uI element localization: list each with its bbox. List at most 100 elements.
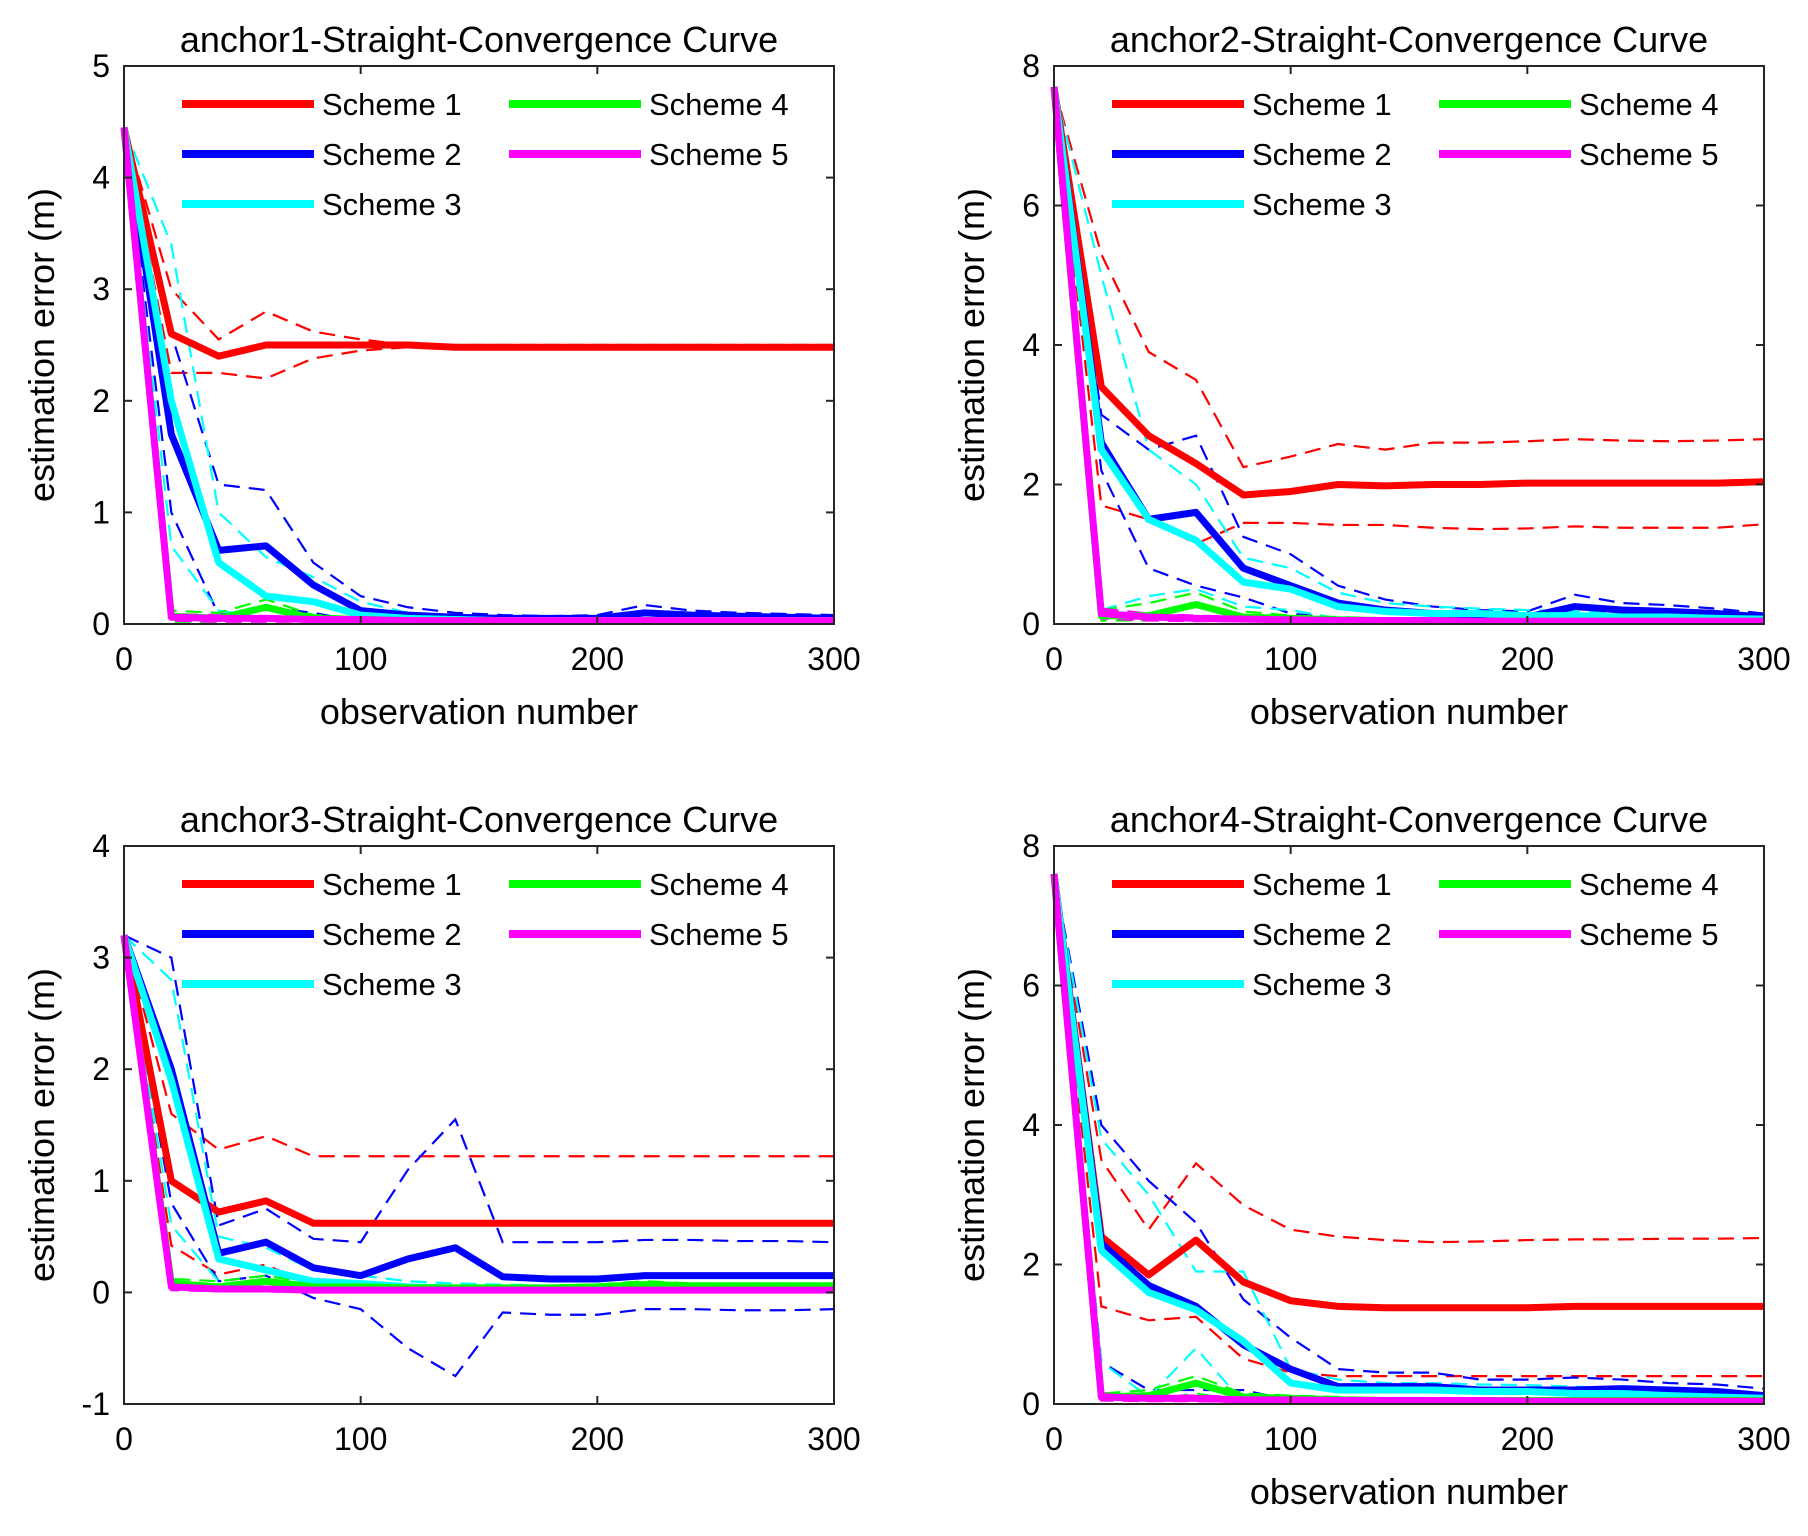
y-tick-label: 0	[92, 1274, 110, 1310]
legend-label: Scheme 3	[322, 187, 462, 222]
legend-label: Scheme 5	[1579, 917, 1719, 952]
legend-label: Scheme 5	[649, 137, 789, 172]
legend-label: Scheme 2	[1252, 917, 1392, 952]
chart-panel-3: 0 100 200 300-101234anchor3-Straight-Conver…	[21, 799, 861, 1457]
legend: Scheme 1 Scheme 2 Scheme 3 Scheme 4 Scheme 5	[182, 87, 789, 222]
y-tick-label: 0	[1022, 606, 1040, 642]
series-1-mean-line	[1050, 86, 1765, 499]
series-1-upper-bound-line	[122, 934, 834, 1158]
x-tick-label: 0	[1045, 1421, 1063, 1457]
y-tick-label: 3	[92, 271, 110, 307]
x-tick-label: 100	[1264, 641, 1317, 677]
series-2-upper-bound-line	[123, 934, 835, 1244]
chart-title: anchor1-Straight-Convergence Curve	[180, 19, 778, 60]
legend: Scheme 1 Scheme 2 Scheme 3 Scheme 4 Scheme 5	[1112, 867, 1719, 1002]
series-lines	[1050, 873, 1765, 1405]
y-tick-label: 4	[1022, 327, 1040, 363]
legend-label: Scheme 1	[322, 87, 462, 122]
series-2-mean-line	[120, 934, 834, 1283]
x-tick-label: 300	[807, 1421, 860, 1457]
series-lines	[120, 934, 835, 1378]
legend: Scheme 1 Scheme 2 Scheme 3 Scheme 4 Scheme 5	[182, 867, 789, 1002]
chart-panel-4: 0 100 200 300 0 2 4 6 8 anchor4-Straight-Converge…	[951, 799, 1791, 1512]
y-tick-label: 1	[92, 1163, 110, 1199]
legend-label: Scheme 3	[322, 967, 462, 1002]
legend-label: Scheme 5	[1579, 137, 1719, 172]
series-2-upper-bound-line	[1052, 86, 1765, 615]
legend-label: Scheme 4	[649, 87, 789, 122]
x-tick-label: 100	[1264, 1421, 1317, 1457]
x-axis-label: observation number	[1250, 691, 1568, 732]
y-tick-label: 0	[92, 606, 110, 642]
series-2-upper-bound-line	[122, 127, 835, 618]
x-tick-label: 300	[1737, 641, 1790, 677]
legend-label: Scheme 3	[1252, 967, 1392, 1002]
x-tick-label: 200	[571, 1421, 624, 1457]
series-1-mean-line	[120, 126, 834, 360]
x-axis-label: observation number	[1250, 1471, 1568, 1512]
series-1-lower-bound-line	[1052, 873, 1764, 1378]
y-tick-label: 6	[1022, 968, 1040, 1004]
chart-panel-1: 0 100 200 300 0 1 2 3 4 5 anchor1-Straight-Converg…	[21, 19, 861, 732]
y-tick-label: 6	[1022, 188, 1040, 224]
legend-label: Scheme 1	[1252, 87, 1392, 122]
y-tick-label: 5	[92, 48, 110, 84]
y-tick-label: 2	[1022, 467, 1040, 503]
series-3-mean-line	[1050, 86, 1765, 623]
legend-label: Scheme 4	[1579, 87, 1719, 122]
series-1-upper-bound-line	[1052, 873, 1765, 1244]
series-5-mean-line	[1050, 873, 1764, 1405]
chart-panel-2: 0 100 200 300 0 2 4 6 8 anchor2-Straight-Converge…	[951, 19, 1791, 732]
y-axis-label: estimation error (m)	[21, 188, 62, 502]
legend: Scheme 1 Scheme 2 Scheme 3 Scheme 4 Scheme 5	[1112, 87, 1719, 222]
y-tick-label: 8	[1022, 828, 1040, 864]
axes-box	[123, 65, 835, 625]
x-tick-label: 300	[1737, 1421, 1790, 1457]
legend-label: Scheme 2	[1252, 137, 1392, 172]
y-tick-label: 2	[92, 383, 110, 419]
series-1-upper-bound-line	[1052, 86, 1765, 469]
x-tick-label: 100	[334, 1421, 387, 1457]
x-tick-label: 200	[1501, 1421, 1554, 1457]
series-1-mean-line	[120, 934, 834, 1227]
chart-title: anchor3-Straight-Convergence Curve	[180, 799, 778, 840]
series-5-mean-line	[1050, 86, 1764, 625]
legend-label: Scheme 3	[1252, 187, 1392, 222]
x-tick-label: 100	[334, 641, 387, 677]
y-tick-label: 4	[92, 160, 110, 196]
plot-area	[124, 846, 834, 1404]
legend-label: Scheme 1	[322, 867, 462, 902]
y-tick-label: 1	[92, 494, 110, 530]
series-lines	[120, 126, 835, 625]
legend-label: Scheme 5	[649, 917, 789, 952]
x-tick-label: 0	[115, 1421, 133, 1457]
x-tick-label: 300	[807, 641, 860, 677]
y-tick-label: 8	[1022, 48, 1040, 84]
series-5-mean-line	[120, 934, 834, 1294]
legend-label: Scheme 4	[1579, 867, 1719, 902]
y-axis-label: estimation error (m)	[951, 188, 992, 502]
x-tick-label: 200	[1501, 641, 1554, 677]
series-1-lower-bound-line	[1052, 86, 1765, 546]
x-tick-label: 200	[571, 641, 624, 677]
series-1-mean-line	[1050, 873, 1764, 1312]
x-tick-label: 0	[115, 641, 133, 677]
y-tick-label: 4	[92, 828, 110, 864]
legend-label: Scheme 1	[1252, 867, 1392, 902]
y-tick-label: 4	[1022, 1107, 1040, 1143]
legend-label: Scheme 2	[322, 917, 462, 952]
x-axis-label: observation number	[320, 691, 638, 732]
series-2-upper-bound-line	[1052, 873, 1765, 1390]
legend-label: Scheme 2	[322, 137, 462, 172]
axes-box	[123, 845, 835, 1405]
y-axis-label: estimation error (m)	[21, 968, 62, 1282]
series-3-mean-line	[1050, 873, 1765, 1402]
legend-label: Scheme 4	[649, 867, 789, 902]
y-tick-label: 0	[1022, 1386, 1040, 1422]
series-5-mean-line	[120, 127, 834, 625]
y-tick-label: 3	[92, 940, 110, 976]
chart-title: anchor2-Straight-Convergence Curve	[1110, 19, 1708, 60]
x-tick-label: 0	[1045, 641, 1063, 677]
y-axis-label: estimation error (m)	[951, 968, 992, 1282]
